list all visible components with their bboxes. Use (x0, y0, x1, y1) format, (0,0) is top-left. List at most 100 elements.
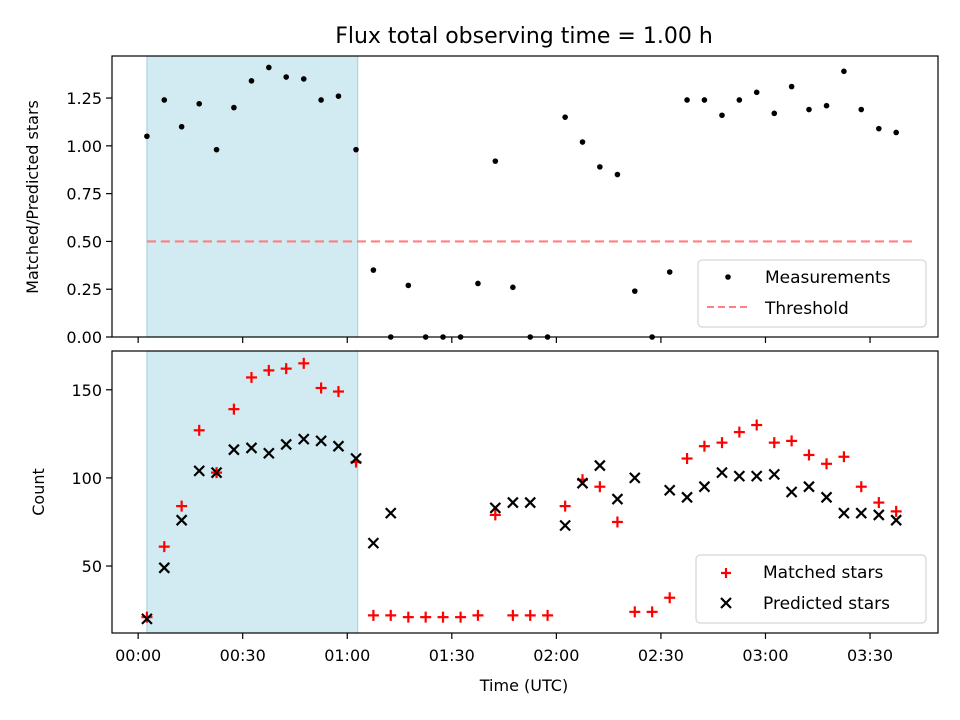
measurement-point (631, 288, 638, 294)
legend-matched-marker (721, 568, 731, 578)
legend-threshold-label: Threshold (764, 299, 849, 319)
predicted-stars-point (193, 465, 205, 477)
x-tick-label: 01:30 (429, 646, 475, 665)
predicted-stars-point (524, 496, 537, 509)
matched-stars-point (298, 357, 310, 369)
predicted-stars-point (367, 537, 380, 549)
matched-stars-point (611, 516, 623, 528)
x-tick-label: 00:30 (220, 646, 266, 665)
measurement-point (788, 83, 795, 90)
x-tick-label: 03:30 (847, 646, 893, 665)
matched-stars-point (838, 451, 850, 463)
y-tick-label: 0.50 (66, 232, 102, 251)
predicted-stars-point (350, 452, 362, 465)
measurement-point (475, 280, 481, 287)
y-tick-label: 0.75 (66, 185, 102, 204)
y-tick-label: 150 (71, 381, 102, 400)
predicted-stars-point (315, 435, 327, 447)
predicted-stars-point (716, 466, 728, 479)
x-axis-label: Time (UTC) (479, 676, 568, 695)
matched-stars-point (681, 453, 693, 465)
predicted-stars-point (681, 491, 693, 504)
predicted-stars-point (873, 509, 885, 521)
matched-stars-point (263, 364, 275, 376)
y-tick-label: 0.00 (66, 328, 102, 347)
measurement-point (353, 146, 359, 153)
x-tick-label: 02:30 (638, 646, 684, 665)
measurement-point (806, 106, 812, 113)
matched-stars-point (158, 541, 170, 553)
predicted-stars-point (280, 438, 292, 451)
measurement-point (719, 112, 725, 119)
matched-stars-point (821, 458, 833, 470)
predicted-stars-point (332, 440, 345, 452)
predicted-stars-point (245, 442, 258, 454)
predicted-stars-point (663, 484, 676, 497)
x-tick-label: 00:00 (115, 646, 161, 665)
matched-stars-point (420, 611, 432, 623)
matched-stars-point (245, 371, 257, 383)
legend-measurements-label: Measurements (765, 268, 891, 288)
measurement-point (300, 76, 307, 82)
bottom-plot-frame (111, 350, 939, 634)
measurement-point (178, 123, 185, 130)
measurement-point (841, 68, 847, 75)
predicted-stars-point (507, 496, 519, 509)
matched-stars-point (594, 481, 606, 493)
measurement-point (266, 64, 272, 71)
top-legend: Measurements Threshold (697, 259, 927, 328)
predicted-stars-point (838, 507, 850, 519)
matched-stars-point (455, 611, 467, 623)
predicted-stars-point (890, 514, 902, 526)
measurement-point (684, 97, 690, 103)
measurement-point (823, 102, 830, 109)
bottom-y-axis-label: Count (29, 468, 48, 516)
predicted-stars-point (629, 472, 641, 484)
matched-stars-point (524, 609, 536, 621)
predicted-stars-point (855, 507, 868, 519)
measurement-point (248, 78, 255, 84)
predicted-stars-point (228, 443, 240, 456)
predicted-stars-point (750, 470, 763, 482)
measurement-point (893, 129, 899, 136)
predicted-stars-point (158, 562, 171, 574)
y-tick-label: 1.00 (66, 137, 102, 156)
predicted-stars-point (576, 477, 589, 489)
predicted-stars-point (594, 459, 606, 472)
predicted-stars-point (210, 466, 223, 479)
measurement-point (614, 171, 621, 178)
measurement-point (196, 100, 203, 107)
matched-stars-point (855, 481, 867, 493)
matched-stars-point (803, 449, 815, 461)
bottom-shaded-span (146, 350, 359, 634)
measurement-point (492, 158, 499, 164)
measurement-point (370, 267, 377, 273)
matched-stars-point (176, 500, 188, 512)
predicted-stars-point (297, 433, 310, 445)
matched-stars-point (437, 611, 449, 623)
matched-stars-point (489, 509, 501, 521)
predicted-stars-point (263, 447, 275, 460)
matched-stars-point (629, 606, 641, 618)
matched-stars-point (664, 592, 676, 604)
predicted-stars-point (803, 480, 815, 493)
predicted-stars-point (489, 502, 502, 514)
bottom-panel: 50 100 150 00:00 00:30 01:00 01:30 02:00 02:30 0… (29, 350, 939, 665)
matched-stars-point (751, 419, 763, 431)
matched-stars-point (332, 386, 344, 398)
measurement-point (283, 74, 289, 80)
measurement-point (213, 146, 220, 153)
matched-stars-point (768, 437, 780, 449)
predicted-stars-point (733, 470, 746, 482)
y-tick-label: 1.25 (66, 89, 102, 108)
measurement-point (876, 125, 882, 132)
legend-predicted-label: Predicted stars (763, 594, 890, 614)
measurement-point (579, 139, 586, 145)
matched-stars-point (228, 403, 240, 415)
top-panel: 0.00 0.25 0.50 0.75 1.00 1.25 Matched/Predict… (23, 55, 939, 347)
legend-predicted-marker (720, 597, 732, 609)
measurement-point (736, 97, 743, 103)
measurement-point (771, 110, 778, 117)
measurement-point (701, 97, 708, 103)
